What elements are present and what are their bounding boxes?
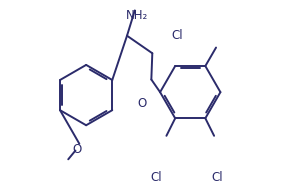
- Text: NH₂: NH₂: [126, 9, 148, 22]
- Text: O: O: [137, 97, 146, 110]
- Text: Cl: Cl: [212, 171, 223, 184]
- Text: Cl: Cl: [150, 171, 162, 184]
- Text: Cl: Cl: [172, 29, 183, 42]
- Text: O: O: [72, 143, 81, 156]
